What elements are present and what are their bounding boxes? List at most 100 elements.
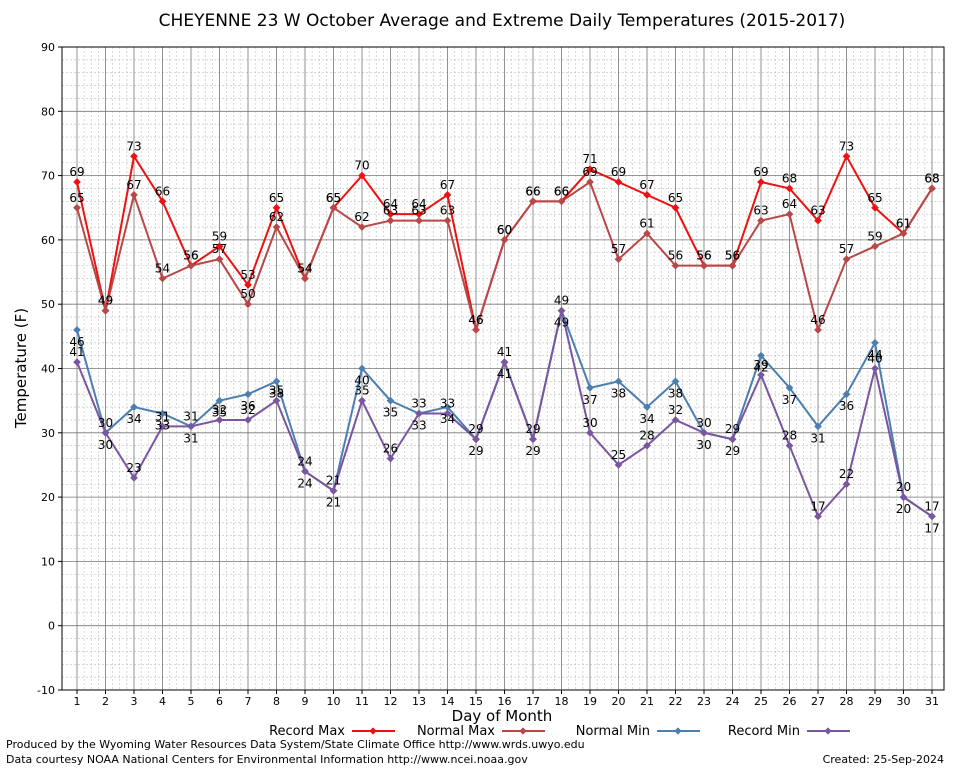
footer-data-source: Data courtesy NOAA National Centers for … — [6, 753, 528, 766]
normal-min-marker — [785, 383, 794, 392]
normal-max-label: 49 — [98, 294, 113, 308]
record-min-marker — [899, 493, 908, 502]
normal-max-marker — [73, 203, 81, 212]
record-min-label: 41 — [497, 345, 512, 359]
legend-label: Normal Min — [576, 724, 650, 739]
record-min-marker — [728, 435, 737, 444]
normal-min-label: 34 — [440, 412, 455, 426]
x-tick-label: 11 — [355, 695, 369, 708]
record-max-label: 56 — [725, 249, 740, 263]
normal-max-label: 65 — [69, 191, 84, 205]
normal-min-label: 31 — [183, 431, 198, 445]
normal-max-marker — [472, 325, 480, 334]
normal-max-marker — [272, 223, 281, 231]
record-min-label: 33 — [411, 397, 426, 411]
normal-max-label: 62 — [269, 210, 284, 224]
x-tick-label: 27 — [811, 695, 825, 708]
record-max-label: 70 — [354, 159, 369, 173]
normal-max-marker — [386, 216, 395, 225]
record-min-marker — [529, 435, 537, 444]
normal-max-label: 56 — [725, 249, 740, 263]
legend-label: Record Min — [728, 724, 800, 739]
record-max-marker — [643, 190, 651, 199]
legend-marker — [824, 727, 832, 735]
normal-max-marker — [671, 261, 680, 270]
normal-min-marker — [73, 325, 81, 334]
record-min-label: 28 — [782, 429, 797, 443]
normal-min-marker — [586, 383, 594, 392]
normal-min-label: 37 — [782, 393, 797, 407]
record-max-label: 54 — [297, 261, 312, 275]
record-min-marker — [415, 409, 423, 418]
normal-max-label: 61 — [896, 216, 911, 230]
x-tick-label: 19 — [583, 695, 597, 708]
normal-max-marker — [871, 242, 879, 251]
normal-max-label: 67 — [126, 178, 141, 192]
x-tick-label: 24 — [726, 695, 740, 708]
normal-max-marker — [215, 255, 224, 264]
normal-max-marker — [358, 223, 366, 231]
record-max-marker — [358, 171, 366, 180]
record-max-label: 46 — [468, 313, 483, 327]
normal-min-label: 42 — [753, 361, 768, 375]
record-min-marker — [842, 480, 851, 489]
record-min-marker — [130, 473, 138, 482]
x-tick-label: 31 — [925, 695, 939, 708]
normal-max-marker — [443, 216, 452, 225]
normal-min-label: 36 — [240, 399, 255, 413]
record-min-marker — [101, 428, 110, 437]
normal-min-label: 36 — [839, 399, 854, 413]
record-max-label: 64 — [383, 197, 398, 211]
normal-max-label: 46 — [468, 313, 483, 327]
record-max-label: 66 — [525, 184, 540, 198]
normal-min-marker — [643, 403, 651, 412]
y-tick-label: 0 — [48, 620, 55, 633]
normal-max-marker — [899, 229, 908, 238]
record-min-marker — [358, 396, 366, 405]
normal-max-label: 57 — [839, 242, 854, 256]
record-min-label: 31 — [155, 409, 170, 423]
record-max-marker — [842, 152, 851, 161]
record-min-label: 31 — [183, 409, 198, 423]
record-min-marker — [671, 415, 680, 424]
record-min-label: 25 — [611, 448, 626, 462]
normal-min-label: 34 — [126, 412, 141, 426]
record-max-marker — [785, 184, 794, 193]
record-min-label: 39 — [753, 358, 768, 372]
record-max-label: 65 — [867, 191, 882, 205]
y-tick-label: -10 — [37, 684, 55, 697]
record-max-label: 56 — [696, 249, 711, 263]
normal-max-marker — [785, 210, 794, 219]
x-tick-label: 18 — [555, 695, 569, 708]
record-max-label: 65 — [326, 191, 341, 205]
x-tick-label: 26 — [783, 695, 797, 708]
record-min-marker — [187, 422, 195, 431]
normal-max-label: 61 — [639, 216, 654, 230]
normal-min-label: 38 — [269, 386, 284, 400]
record-max-label: 49 — [98, 294, 113, 308]
record-min-marker — [785, 441, 794, 450]
normal-min-label: 38 — [611, 386, 626, 400]
normal-max-marker — [586, 178, 594, 186]
x-tick-label: 5 — [188, 695, 195, 708]
record-max-marker — [158, 197, 167, 206]
record-max-label: 53 — [240, 268, 255, 282]
normal-min-marker — [871, 338, 879, 347]
normal-min-label: 29 — [468, 444, 483, 458]
record-min-marker — [472, 435, 480, 444]
normal-max-marker — [842, 255, 851, 264]
record-min-marker — [557, 306, 566, 315]
normal-min-label: 24 — [297, 476, 312, 490]
normal-min-marker — [814, 422, 822, 431]
record-min-marker — [814, 512, 822, 521]
normal-min-marker — [386, 396, 395, 405]
normal-max-label: 62 — [354, 210, 369, 224]
record-min-label: 35 — [269, 384, 284, 398]
normal-max-marker — [728, 261, 737, 270]
legend-marker — [519, 727, 527, 735]
normal-max-label: 54 — [297, 261, 312, 275]
record-min-label: 33 — [440, 397, 455, 411]
normal-min-label: 31 — [810, 431, 825, 445]
record-max-label: 65 — [668, 191, 683, 205]
normal-min-marker — [842, 390, 851, 399]
